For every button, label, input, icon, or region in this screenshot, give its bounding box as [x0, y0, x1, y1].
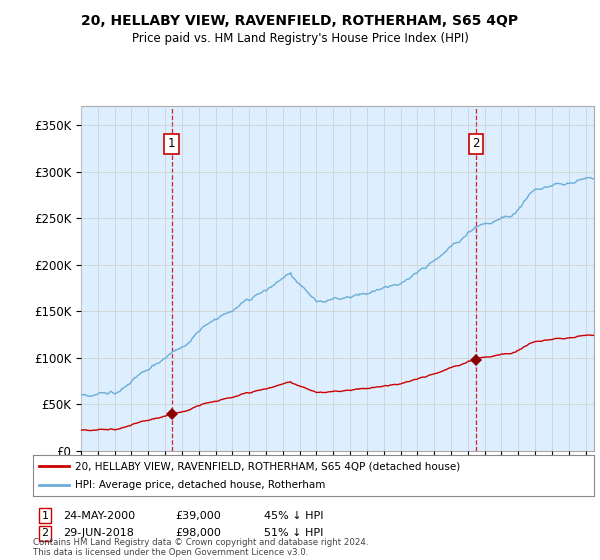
Text: £39,000: £39,000	[175, 511, 221, 521]
Text: £98,000: £98,000	[175, 528, 221, 538]
Text: HPI: Average price, detached house, Rotherham: HPI: Average price, detached house, Roth…	[75, 480, 325, 489]
Text: 1: 1	[41, 511, 49, 521]
Text: 2: 2	[472, 137, 480, 150]
Text: Contains HM Land Registry data © Crown copyright and database right 2024.
This d: Contains HM Land Registry data © Crown c…	[33, 538, 368, 557]
Text: 20, HELLABY VIEW, RAVENFIELD, ROTHERHAM, S65 4QP: 20, HELLABY VIEW, RAVENFIELD, ROTHERHAM,…	[82, 14, 518, 28]
Text: 20, HELLABY VIEW, RAVENFIELD, ROTHERHAM, S65 4QP (detached house): 20, HELLABY VIEW, RAVENFIELD, ROTHERHAM,…	[75, 461, 460, 471]
Text: 24-MAY-2000: 24-MAY-2000	[63, 511, 135, 521]
Text: 1: 1	[168, 137, 175, 150]
Text: 45% ↓ HPI: 45% ↓ HPI	[264, 511, 324, 521]
Text: Price paid vs. HM Land Registry's House Price Index (HPI): Price paid vs. HM Land Registry's House …	[131, 32, 469, 45]
Text: 51% ↓ HPI: 51% ↓ HPI	[265, 528, 323, 538]
Text: 2: 2	[41, 528, 49, 538]
Text: 29-JUN-2018: 29-JUN-2018	[64, 528, 134, 538]
